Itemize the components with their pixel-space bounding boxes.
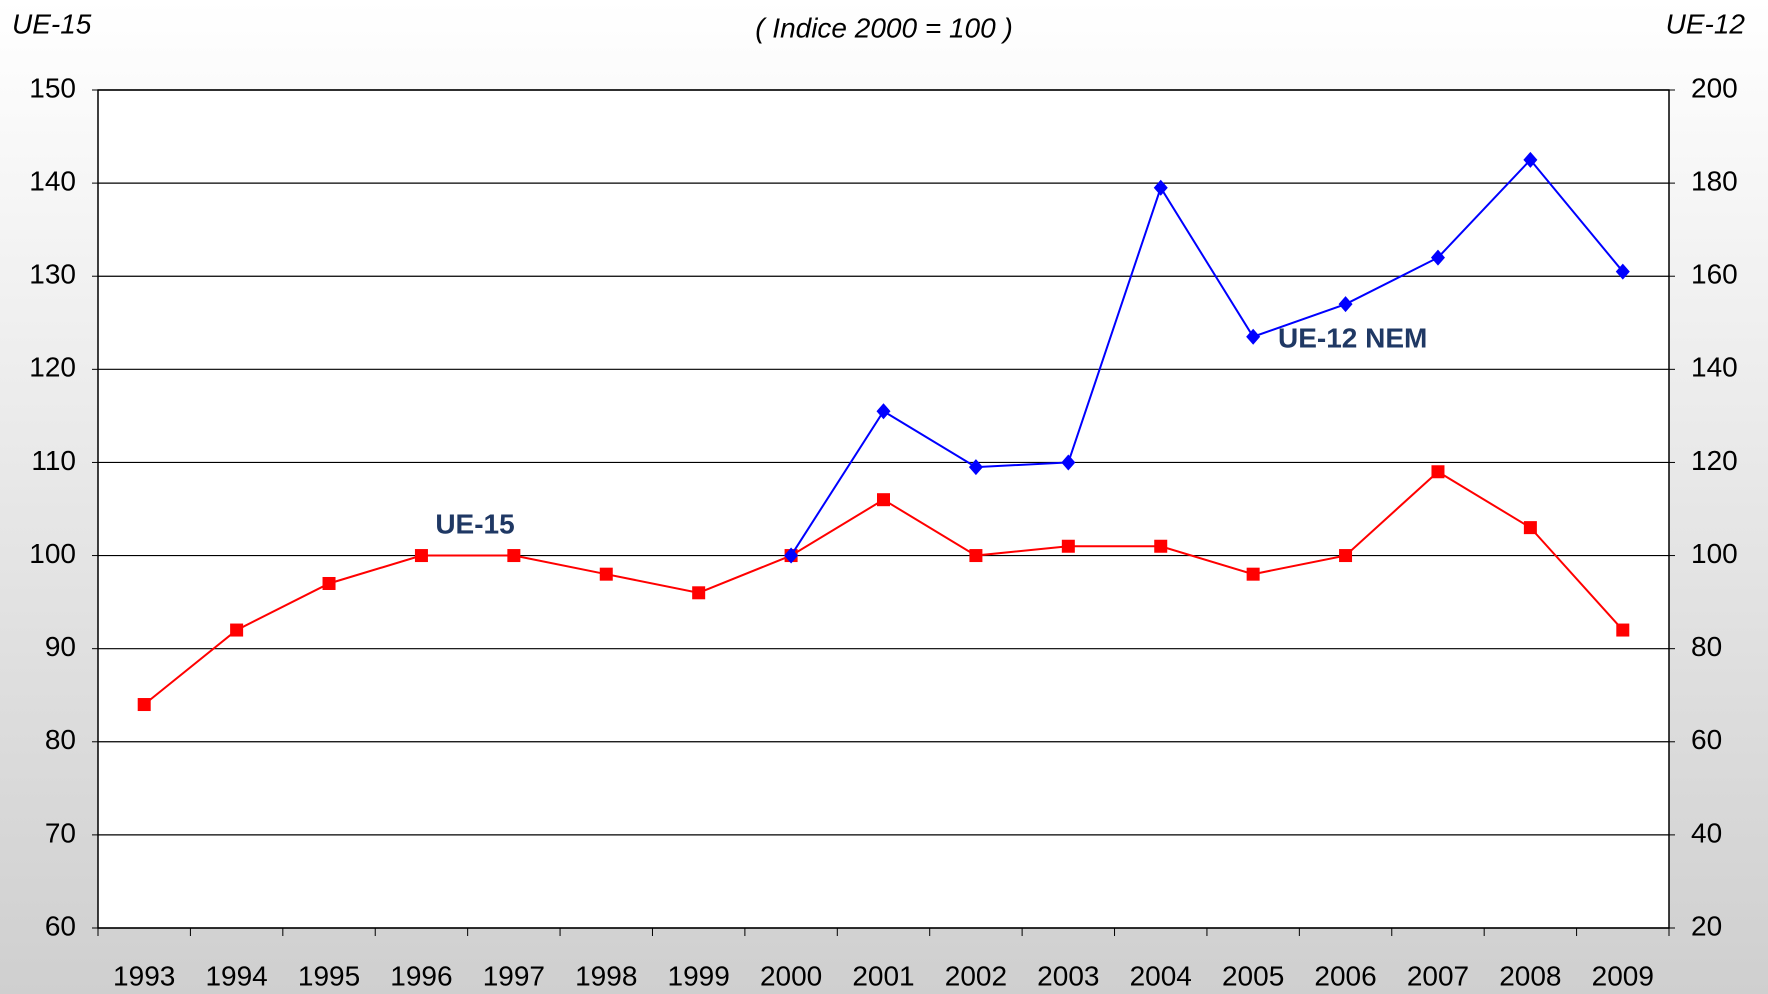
point	[1061, 539, 1075, 553]
point	[1246, 328, 1261, 345]
point	[1523, 521, 1537, 535]
point	[1431, 465, 1445, 479]
y-tick-label: 150	[29, 72, 76, 103]
y2-tick-label: 180	[1691, 166, 1738, 197]
series-line	[790, 158, 1624, 557]
y-tick-label: 120	[29, 352, 76, 383]
y-tick-label: 100	[29, 538, 76, 569]
x-tick-label: 2004	[1130, 960, 1192, 991]
point	[876, 403, 891, 420]
x-tick-label: 2003	[1037, 960, 1099, 991]
x-tick-label: 2007	[1407, 960, 1469, 991]
y2-tick-label: 40	[1691, 817, 1722, 848]
y-tick-label: 110	[31, 445, 76, 476]
point	[1523, 151, 1538, 168]
point	[322, 576, 336, 590]
y2-tick-label: 160	[1691, 259, 1738, 290]
x-tick-label: 1997	[483, 960, 545, 991]
y2-tick-label: 80	[1691, 631, 1722, 662]
y2-tick-label: 140	[1691, 352, 1738, 383]
x-tick-label: 1999	[668, 960, 730, 991]
series-label: UE-12 NEM	[1278, 322, 1427, 353]
x-tick-label: 2006	[1314, 960, 1376, 991]
y-tick-label: 70	[45, 817, 76, 848]
y-tick-label: 130	[29, 259, 76, 290]
y2-tick-label: 200	[1691, 72, 1738, 103]
y2-tick-label: 100	[1691, 538, 1738, 569]
point	[1430, 249, 1445, 266]
point	[1338, 296, 1353, 313]
x-tick-label: 2008	[1499, 960, 1561, 991]
y-tick-label: 80	[45, 724, 76, 755]
point	[507, 549, 521, 563]
x-tick-label: 1993	[113, 960, 175, 991]
y-axis-label: UE-15	[12, 8, 92, 39]
chart-title: ( Indice 2000 = 100 )	[755, 12, 1013, 43]
point	[1061, 454, 1076, 471]
point	[1153, 179, 1168, 196]
point	[230, 623, 244, 637]
x-tick-label: 2009	[1592, 960, 1654, 991]
y-tick-label: 60	[45, 910, 76, 941]
point	[1246, 567, 1260, 581]
y-tick-label: 90	[45, 631, 76, 662]
point	[1616, 623, 1630, 637]
x-tick-label: 2005	[1222, 960, 1284, 991]
point	[1154, 539, 1168, 553]
point	[877, 493, 890, 507]
point	[599, 567, 613, 581]
x-tick-label: 2001	[852, 960, 914, 991]
point	[414, 549, 428, 563]
y2-tick-label: 60	[1691, 724, 1722, 755]
plot-area	[97, 89, 1670, 929]
point	[784, 547, 799, 564]
x-tick-label: 2002	[945, 960, 1007, 991]
series-label: UE-15	[435, 508, 514, 539]
x-tick-label: 1995	[298, 960, 360, 991]
x-tick-label: 2000	[760, 960, 822, 991]
x-tick-label: 1998	[575, 960, 637, 991]
y2-tick-label: 20	[1691, 910, 1722, 941]
y2-axis-label: UE-12	[1666, 8, 1746, 39]
y-tick-label: 140	[29, 166, 76, 197]
point	[1339, 549, 1353, 563]
x-tick-label: 1994	[205, 960, 267, 991]
point	[968, 459, 983, 476]
y2-tick-label: 120	[1691, 445, 1738, 476]
point	[137, 698, 151, 712]
point	[1615, 263, 1630, 280]
point	[692, 586, 706, 600]
point	[969, 549, 983, 563]
x-tick-label: 1996	[390, 960, 452, 991]
